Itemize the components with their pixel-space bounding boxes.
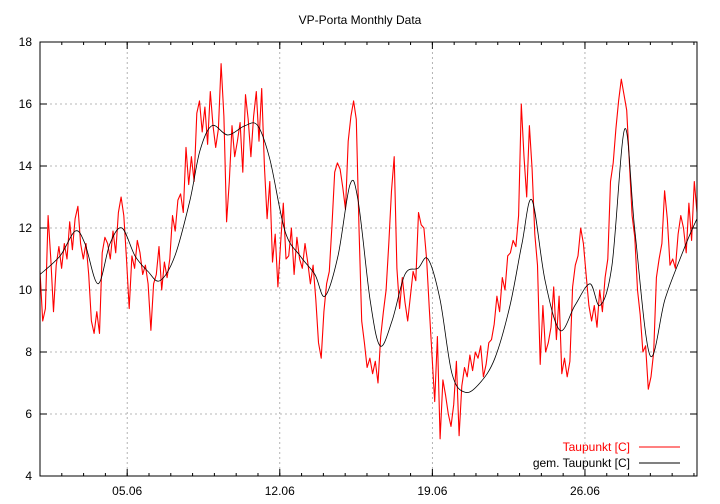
y-tick-label: 14 bbox=[19, 159, 33, 173]
series-line-gem-taupunkt bbox=[39, 122, 698, 393]
y-tick-label: 12 bbox=[19, 221, 33, 235]
y-tick-label: 4 bbox=[25, 469, 32, 483]
series-layer bbox=[39, 63, 698, 440]
y-tick-label: 16 bbox=[19, 97, 33, 111]
series-line-taupunkt bbox=[39, 63, 698, 440]
x-tick-label: 12.06 bbox=[265, 484, 295, 498]
y-tick-label: 18 bbox=[19, 35, 33, 49]
x-tick-label: 26.06 bbox=[570, 484, 600, 498]
plot-frame bbox=[39, 41, 698, 477]
chart-title: VP-Porta Monthly Data bbox=[299, 13, 422, 27]
legend-label-gem-taupunkt: gem. Taupunkt [C] bbox=[533, 456, 630, 470]
y-tick-label: 10 bbox=[19, 283, 33, 297]
y-tick-label: 6 bbox=[25, 407, 32, 421]
legend: Taupunkt [C] gem. Taupunkt [C] bbox=[533, 440, 680, 470]
grid bbox=[40, 42, 697, 476]
ticks: 4 6 8 10 12 14 16 18 05.06 12.06 19.06 26.06 bbox=[19, 35, 697, 498]
x-tick-label: 19.06 bbox=[417, 484, 447, 498]
y-tick-label: 8 bbox=[25, 345, 32, 359]
legend-label-taupunkt: Taupunkt [C] bbox=[563, 440, 630, 454]
x-tick-label: 05.06 bbox=[112, 484, 142, 498]
